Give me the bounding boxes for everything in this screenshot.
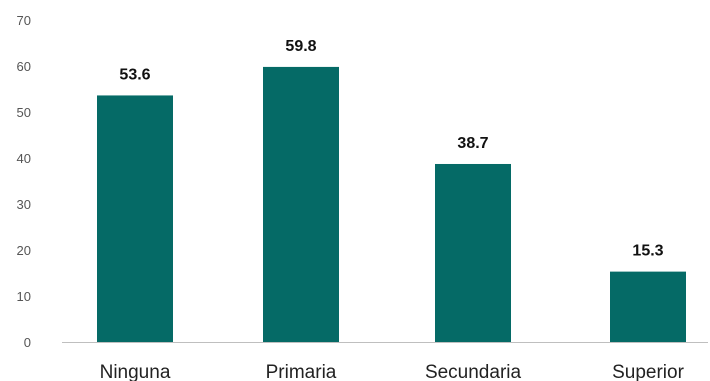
x-tick-label: Primaria (266, 362, 337, 381)
x-tick-label: Ninguna (100, 362, 171, 381)
bar (610, 271, 686, 342)
bars: 53.6 59.8 38.7 15.3 (97, 38, 686, 343)
x-tick-label: Superior (612, 362, 684, 381)
y-tick-label: 40 (17, 151, 31, 166)
bar (97, 95, 173, 342)
data-label: 15.3 (632, 243, 663, 260)
bar (435, 163, 511, 342)
data-label: 38.7 (457, 135, 488, 152)
y-tick-label: 20 (17, 243, 31, 258)
y-tick-label: 60 (17, 59, 31, 74)
bar (263, 66, 339, 343)
y-tick-label: 50 (17, 105, 31, 120)
y-axis: 0 10 20 30 40 50 60 70 (17, 13, 31, 350)
y-tick-label: 0 (24, 335, 31, 350)
x-tick-label: Secundaria (425, 362, 522, 381)
y-tick-label: 70 (17, 13, 31, 28)
x-axis: Ninguna Primaria Secundaria Superior (100, 362, 685, 381)
data-label: 59.8 (285, 38, 316, 55)
y-tick-label: 10 (17, 289, 31, 304)
data-label: 53.6 (119, 66, 150, 83)
y-tick-label: 30 (17, 197, 31, 212)
